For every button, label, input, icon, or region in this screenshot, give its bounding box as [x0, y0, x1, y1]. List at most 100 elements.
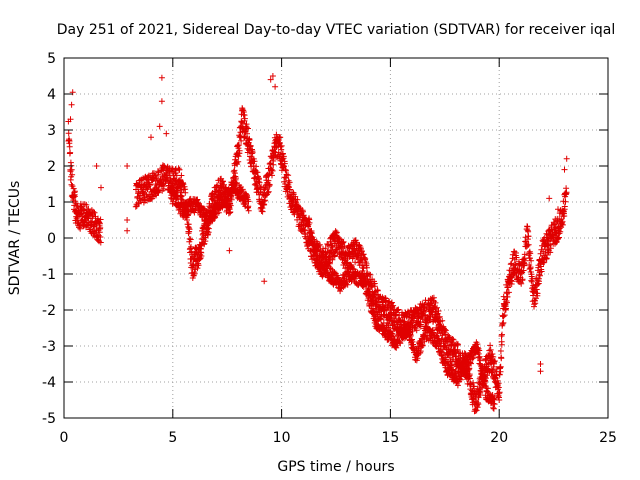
data-point	[97, 234, 104, 240]
data-point	[256, 179, 263, 186]
data-point	[296, 204, 303, 211]
data-point	[266, 181, 273, 188]
data-point	[245, 207, 252, 214]
data-point	[267, 76, 274, 83]
data-point	[98, 184, 104, 191]
data-point	[158, 98, 165, 105]
data-point	[153, 175, 160, 182]
data-point	[236, 142, 242, 148]
data-point	[259, 208, 266, 215]
data-point	[190, 263, 197, 269]
data-point	[500, 313, 507, 320]
data-point	[236, 147, 243, 154]
data-point	[279, 150, 286, 157]
data-point	[277, 143, 284, 150]
data-point	[240, 109, 247, 115]
data-point	[97, 216, 104, 223]
data-point	[524, 242, 531, 249]
data-point	[314, 253, 321, 260]
x-axis-label: GPS time / hours	[277, 459, 394, 475]
y-tick-label: 2	[47, 159, 56, 175]
data-point	[561, 166, 568, 173]
data-point	[239, 106, 246, 113]
data-point	[435, 314, 442, 321]
y-tick-label: 0	[47, 231, 56, 247]
data-point	[469, 355, 476, 362]
y-tick-label: 1	[47, 195, 56, 211]
data-point	[487, 342, 494, 349]
data-point	[505, 289, 512, 296]
data-point	[480, 366, 487, 373]
data-point	[68, 166, 75, 173]
data-point	[70, 185, 77, 192]
data-point	[525, 233, 532, 240]
data-point	[338, 243, 345, 250]
data-point	[65, 130, 72, 137]
data-point	[393, 311, 400, 318]
data-point	[312, 249, 319, 255]
data-point	[499, 331, 505, 338]
data-point	[306, 219, 313, 226]
data-point	[184, 217, 190, 223]
data-point	[522, 257, 528, 264]
data-point	[527, 250, 534, 257]
data-point	[563, 155, 570, 162]
data-point	[500, 319, 507, 326]
data-point	[227, 195, 234, 202]
data-point	[454, 346, 461, 353]
data-point	[491, 401, 498, 408]
data-point	[489, 351, 496, 357]
y-tick-label: -1	[42, 267, 56, 283]
data-point	[281, 163, 287, 170]
data-point	[519, 276, 526, 283]
data-point	[83, 201, 90, 208]
data-point	[221, 181, 227, 188]
data-point	[498, 341, 505, 348]
data-point	[497, 348, 504, 354]
data-point	[191, 209, 198, 216]
y-tick-label: 3	[47, 123, 56, 139]
y-tick-label: -5	[42, 411, 56, 427]
data-point	[491, 358, 498, 364]
data-point	[186, 226, 193, 233]
data-point	[188, 243, 194, 250]
x-tick-label: 0	[60, 430, 69, 446]
data-point	[230, 168, 237, 175]
data-point	[436, 340, 443, 347]
data-point	[406, 325, 413, 332]
data-point	[434, 304, 440, 311]
data-point	[198, 253, 205, 259]
data-point	[538, 268, 545, 275]
data-point	[513, 254, 520, 261]
data-point	[333, 229, 340, 236]
data-point	[177, 176, 184, 183]
data-point	[397, 340, 404, 347]
data-point	[505, 284, 512, 291]
data-point	[491, 358, 498, 365]
data-point	[324, 241, 331, 247]
x-tick-labels: 0 5 10 15 20 25	[60, 430, 617, 446]
data-point	[66, 143, 73, 150]
data-point	[329, 256, 336, 263]
x-tick-label: 15	[381, 430, 399, 446]
data-point	[557, 228, 564, 235]
data-point	[280, 153, 287, 160]
data-point	[159, 162, 166, 169]
data-point	[251, 158, 258, 165]
data-point	[563, 189, 570, 196]
data-point	[433, 332, 440, 339]
data-point	[268, 166, 275, 173]
data-point	[536, 278, 542, 285]
data-point	[423, 307, 430, 314]
data-point	[547, 241, 553, 248]
data-series	[65, 73, 570, 415]
data-point	[269, 172, 275, 179]
data-point	[450, 336, 457, 343]
data-point	[282, 166, 289, 173]
data-point	[253, 163, 260, 170]
data-point	[258, 183, 265, 190]
data-point	[555, 235, 562, 242]
data-point	[493, 372, 500, 379]
data-point	[235, 145, 242, 152]
data-point	[362, 255, 369, 262]
